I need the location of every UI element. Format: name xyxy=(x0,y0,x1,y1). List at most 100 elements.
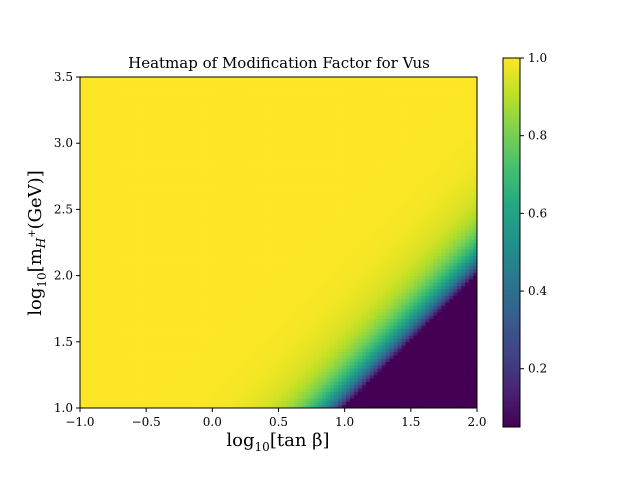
heat-cell xyxy=(397,361,402,366)
heat-cell xyxy=(266,388,271,392)
heat-cell xyxy=(385,368,391,372)
heat-cell xyxy=(103,325,109,329)
heat-cell xyxy=(290,262,295,267)
heat-cell xyxy=(437,398,442,402)
heat-cell xyxy=(365,295,371,300)
heat-cell xyxy=(199,288,204,293)
heat-cell xyxy=(218,255,224,260)
heat-cell xyxy=(373,404,379,409)
heat-cell xyxy=(127,358,133,363)
heat-cell xyxy=(95,374,101,379)
heat-cell xyxy=(246,298,252,303)
heat-cell xyxy=(262,398,267,402)
heat-cell xyxy=(401,278,406,283)
heat-cell xyxy=(457,361,462,366)
heat-cell xyxy=(322,312,327,316)
heat-cell xyxy=(83,381,89,386)
heat-cell xyxy=(338,381,343,386)
heat-cell xyxy=(199,358,204,363)
heat-cell xyxy=(262,272,267,276)
heat-cell xyxy=(127,388,133,392)
heat-cell xyxy=(199,378,204,382)
heat-cell xyxy=(373,371,379,376)
heat-cell xyxy=(342,252,347,257)
heat-cell xyxy=(278,358,283,363)
heat-cell xyxy=(250,295,256,300)
heat-cell xyxy=(310,338,315,343)
heat-cell xyxy=(135,338,140,343)
heat-cell xyxy=(107,404,113,409)
heat-cell xyxy=(250,285,256,290)
heat-cell xyxy=(457,255,462,260)
heat-cell xyxy=(385,358,391,363)
heat-cell xyxy=(203,371,208,376)
heat-cell xyxy=(211,318,216,323)
heat-cell xyxy=(330,404,335,409)
heat-cell xyxy=(83,394,89,399)
heat-cell xyxy=(413,255,418,260)
heat-cell xyxy=(322,249,327,253)
heat-cell xyxy=(222,394,228,399)
heat-cell xyxy=(286,245,291,250)
heat-cell xyxy=(421,255,426,260)
heat-cell xyxy=(310,245,315,250)
heat-cell xyxy=(397,272,402,276)
heat-cell xyxy=(218,278,224,283)
heat-cell xyxy=(80,295,85,300)
heat-cell xyxy=(334,348,339,353)
heat-cell xyxy=(429,255,434,260)
heat-cell xyxy=(338,242,343,247)
heat-cell xyxy=(107,268,113,273)
heat-cell xyxy=(159,315,164,320)
heat-cell xyxy=(199,335,204,339)
heat-cell xyxy=(357,368,363,372)
heat-cell xyxy=(441,268,446,273)
heat-cell xyxy=(131,361,136,366)
heat-cell xyxy=(330,391,335,396)
heat-cell xyxy=(409,315,414,320)
heat-cell xyxy=(449,358,454,363)
heat-cell xyxy=(457,315,462,320)
heat-cell xyxy=(167,282,172,286)
heat-cell xyxy=(111,275,117,280)
heat-cell xyxy=(457,364,462,369)
heat-cell xyxy=(87,318,93,323)
heat-cell xyxy=(270,335,275,339)
heat-cell xyxy=(326,308,331,313)
heat-cell xyxy=(159,398,164,402)
heat-cell xyxy=(274,364,279,369)
heat-cell xyxy=(357,371,363,376)
heat-cell xyxy=(143,335,148,339)
heat-cell xyxy=(203,358,208,363)
heat-cell xyxy=(417,312,422,316)
heat-cell xyxy=(342,345,347,349)
heat-cell xyxy=(345,401,351,406)
heat-cell xyxy=(377,285,383,290)
heat-cell xyxy=(179,321,184,326)
heat-cell xyxy=(373,374,379,379)
heat-cell xyxy=(465,338,470,343)
heat-cell xyxy=(99,325,105,329)
heat-cell xyxy=(258,278,264,283)
heat-cell xyxy=(338,401,343,406)
heat-cell xyxy=(445,325,450,329)
heat-cell xyxy=(80,331,85,336)
heat-cell xyxy=(282,308,287,313)
heat-cell xyxy=(218,368,224,372)
heat-cell xyxy=(373,391,379,396)
heat-cell xyxy=(107,328,113,333)
heat-cell xyxy=(111,312,117,316)
heat-cell xyxy=(258,398,264,402)
heat-cell xyxy=(330,288,335,293)
heat-cell xyxy=(473,292,478,296)
heat-cell xyxy=(87,268,93,273)
heat-cell xyxy=(302,345,307,349)
heat-cell xyxy=(286,325,291,329)
heat-cell xyxy=(425,378,430,382)
heat-cell xyxy=(195,288,200,293)
heat-cell xyxy=(167,315,172,320)
heat-cell xyxy=(218,345,224,349)
heat-cell xyxy=(361,361,367,366)
heat-cell xyxy=(342,341,347,346)
heat-cell xyxy=(445,268,450,273)
